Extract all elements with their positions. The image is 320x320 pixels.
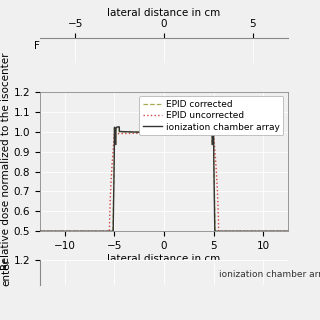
ionization chamber array [159, 130, 163, 134]
EPID uncorrected [113, 130, 116, 134]
ionization chamber array [152, 130, 156, 134]
EPID corrected [152, 130, 156, 133]
Line: EPID corrected: EPID corrected [40, 128, 288, 231]
EPID uncorrected [286, 229, 290, 233]
Line: ionization chamber array: ionization chamber array [40, 127, 288, 231]
ionization chamber array [38, 229, 42, 233]
Y-axis label: enter: enter [1, 258, 11, 286]
EPID corrected [279, 229, 283, 233]
EPID corrected [286, 229, 290, 233]
EPID corrected [38, 229, 42, 233]
EPID uncorrected [159, 131, 163, 135]
Y-axis label: F: F [34, 41, 40, 51]
X-axis label: lateral distance in cm: lateral distance in cm [108, 254, 220, 264]
ionization chamber array [116, 125, 120, 129]
ionization chamber array [279, 229, 283, 233]
ionization chamber array [234, 229, 237, 233]
ionization chamber array [279, 229, 283, 233]
EPID corrected [116, 126, 120, 130]
ionization chamber array [51, 229, 55, 233]
EPID uncorrected [234, 229, 237, 233]
EPID uncorrected [152, 131, 156, 135]
EPID corrected [234, 229, 237, 233]
EPID uncorrected [38, 229, 42, 233]
EPID corrected [51, 229, 55, 233]
EPID uncorrected [51, 229, 55, 233]
Text: ionization chamber array: ionization chamber array [219, 270, 320, 279]
Y-axis label: Relative dose normalized to the isocenter: Relative dose normalized to the isocente… [1, 53, 11, 270]
ionization chamber array [286, 229, 290, 233]
EPID uncorrected [279, 229, 283, 233]
EPID corrected [279, 229, 283, 233]
Line: EPID uncorrected: EPID uncorrected [40, 132, 288, 231]
Legend: EPID corrected, EPID uncorrected, ionization chamber array: EPID corrected, EPID uncorrected, ioniza… [139, 96, 284, 135]
X-axis label: lateral distance in cm: lateral distance in cm [108, 8, 220, 18]
EPID corrected [159, 129, 163, 133]
EPID uncorrected [279, 229, 283, 233]
